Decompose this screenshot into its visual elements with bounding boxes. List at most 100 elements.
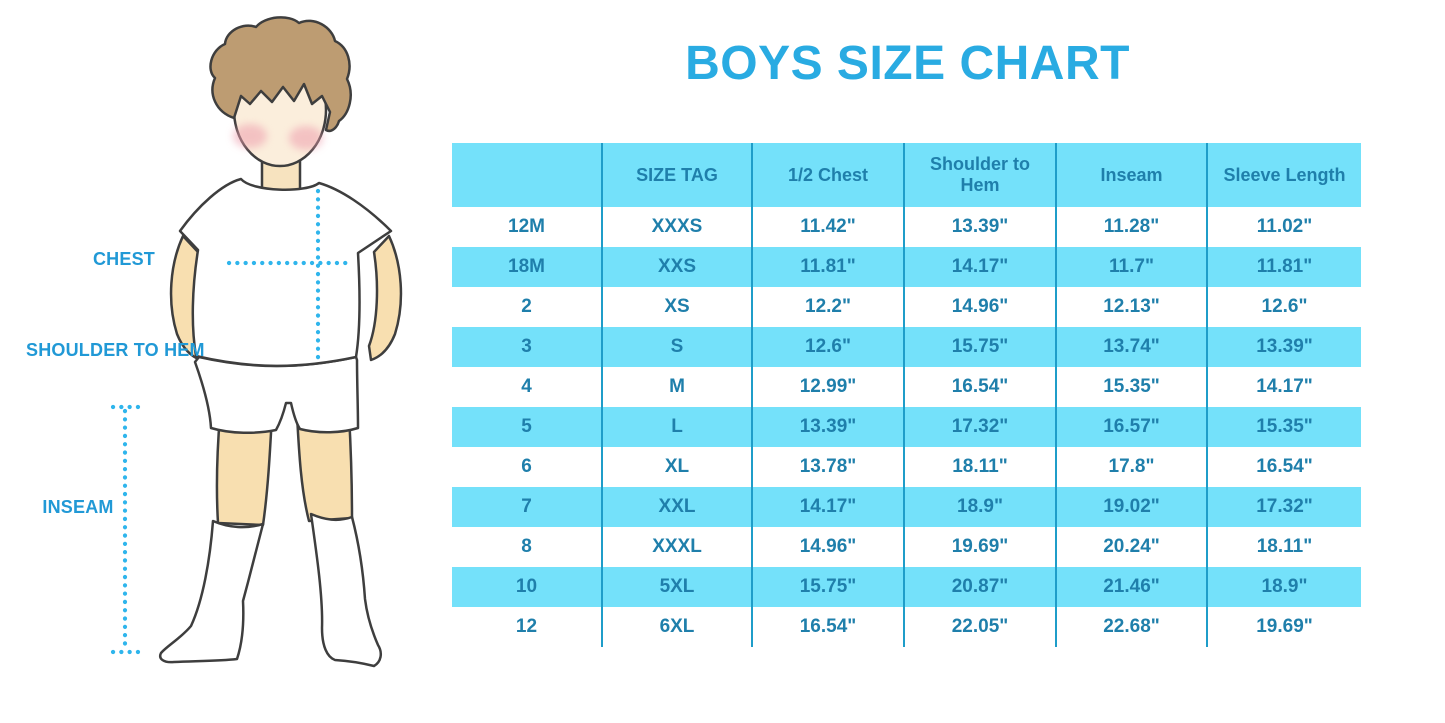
page-title: BOYS SIZE CHART	[685, 37, 1130, 90]
table-row: 7 XXL 14.17" 18.9" 19.02" 17.32"	[452, 487, 1361, 527]
header-cell-sleeve-length: Sleeve Length	[1208, 143, 1361, 207]
right-arm	[367, 234, 403, 362]
tag-cell: XXS	[603, 247, 753, 287]
table-row: 10 5XL 15.75" 20.87" 21.46" 18.9"	[452, 567, 1361, 607]
size-cell: 5	[452, 407, 603, 447]
hair	[209, 16, 352, 133]
table-header-row: SIZE TAG 1/2 Chest Shoulder to Hem Insea…	[452, 143, 1361, 207]
shoulder-to-hem-label: SHOULDER TO HEM	[26, 340, 205, 360]
size-cell: 4	[452, 367, 603, 407]
t-shirt	[178, 177, 393, 368]
size-cell: 12M	[452, 207, 603, 247]
sleeve-cell: 11.02"	[1208, 207, 1361, 247]
chest-cell: 14.17"	[753, 487, 905, 527]
inseam-cell: 11.7"	[1057, 247, 1208, 287]
sleeve-cell: 11.81"	[1208, 247, 1361, 287]
sleeve-cell: 12.6"	[1208, 287, 1361, 327]
tag-cell: XXXL	[603, 527, 753, 567]
size-cell: 3	[452, 327, 603, 367]
inseam-cell: 20.24"	[1057, 527, 1208, 567]
sleeve-cell: 18.9"	[1208, 567, 1361, 607]
sleeve-cell: 15.35"	[1208, 407, 1361, 447]
right-sock	[309, 512, 383, 668]
cheeks	[233, 124, 323, 150]
sleeve-cell: 14.17"	[1208, 367, 1361, 407]
sleeve-cell: 13.39"	[1208, 327, 1361, 367]
inseam-cell: 21.46"	[1057, 567, 1208, 607]
inseam-cell: 22.68"	[1057, 607, 1208, 647]
header-cell-half-chest: 1/2 Chest	[753, 143, 905, 207]
boy-figure-svg	[110, 16, 403, 668]
inseam-cell: 19.02"	[1057, 487, 1208, 527]
shoulder-hem-cell: 19.69"	[905, 527, 1057, 567]
header-cell-size-tag: SIZE TAG	[603, 143, 753, 207]
chest-cell: 14.96"	[753, 527, 905, 567]
table-row: 3 S 12.6" 15.75" 13.74" 13.39"	[452, 327, 1361, 367]
measurement-lines	[110, 188, 350, 655]
tag-cell: XL	[603, 447, 753, 487]
chest-cell: 13.78"	[753, 447, 905, 487]
sleeve-cell: 17.32"	[1208, 487, 1361, 527]
sleeve-cell: 18.11"	[1208, 527, 1361, 567]
size-cell: 18M	[452, 247, 603, 287]
table-row: 18M XXS 11.81" 14.17" 11.7" 11.81"	[452, 247, 1361, 287]
chest-cell: 11.81"	[753, 247, 905, 287]
sleeve-cell: 19.69"	[1208, 607, 1361, 647]
shoulder-hem-cell: 17.32"	[905, 407, 1057, 447]
left-sock	[159, 519, 265, 664]
header-cell-inseam: Inseam	[1057, 143, 1208, 207]
inseam-cell: 15.35"	[1057, 367, 1208, 407]
header-cell-shoulder-to-hem: Shoulder to Hem	[905, 143, 1057, 207]
tag-cell: M	[603, 367, 753, 407]
tag-cell: 6XL	[603, 607, 753, 647]
inseam-cell: 13.74"	[1057, 327, 1208, 367]
tag-cell: XXL	[603, 487, 753, 527]
size-chart-table: SIZE TAG 1/2 Chest Shoulder to Hem Insea…	[452, 143, 1361, 647]
table-row: 8 XXXL 14.96" 19.69" 20.24" 18.11"	[452, 527, 1361, 567]
size-cell: 7	[452, 487, 603, 527]
table-row: 12 6XL 16.54" 22.05" 22.68" 19.69"	[452, 607, 1361, 647]
shoulder-hem-cell: 14.96"	[905, 287, 1057, 327]
table-row: 12M XXXS 11.42" 13.39" 11.28" 11.02"	[452, 207, 1361, 247]
tag-cell: XXXS	[603, 207, 753, 247]
shoulder-hem-cell: 18.9"	[905, 487, 1057, 527]
size-cell: 8	[452, 527, 603, 567]
tag-cell: L	[603, 407, 753, 447]
shoulder-hem-cell: 18.11"	[905, 447, 1057, 487]
chest-cell: 16.54"	[753, 607, 905, 647]
table-row: 6 XL 13.78" 18.11" 17.8" 16.54"	[452, 447, 1361, 487]
boy-figure	[159, 16, 403, 668]
table-row: 5 L 13.39" 17.32" 16.57" 15.35"	[452, 407, 1361, 447]
sleeve-cell: 16.54"	[1208, 447, 1361, 487]
inseam-label: INSEAM	[42, 497, 114, 517]
tag-cell: XS	[603, 287, 753, 327]
chest-label: CHEST	[92, 249, 155, 269]
inseam-cell: 17.8"	[1057, 447, 1208, 487]
size-cell: 2	[452, 287, 603, 327]
chest-cell: 12.6"	[753, 327, 905, 367]
shoulder-hem-cell: 16.54"	[905, 367, 1057, 407]
inseam-cell: 16.57"	[1057, 407, 1208, 447]
size-cell: 10	[452, 567, 603, 607]
shoulder-hem-cell: 15.75"	[905, 327, 1057, 367]
inseam-cell: 12.13"	[1057, 287, 1208, 327]
shorts	[193, 355, 360, 435]
chest-cell: 12.2"	[753, 287, 905, 327]
shoulder-hem-cell: 20.87"	[905, 567, 1057, 607]
chest-cell: 13.39"	[753, 407, 905, 447]
size-cell: 6	[452, 447, 603, 487]
chest-cell: 11.42"	[753, 207, 905, 247]
header-cell-blank	[452, 143, 603, 207]
size-cell: 12	[452, 607, 603, 647]
chest-cell: 12.99"	[753, 367, 905, 407]
table-row: 2 XS 12.2" 14.96" 12.13" 12.6"	[452, 287, 1361, 327]
tag-cell: S	[603, 327, 753, 367]
chest-cell: 15.75"	[753, 567, 905, 607]
inseam-cell: 11.28"	[1057, 207, 1208, 247]
shoulder-hem-cell: 13.39"	[905, 207, 1057, 247]
table-row: 4 M 12.99" 16.54" 15.35" 14.17"	[452, 367, 1361, 407]
tag-cell: 5XL	[603, 567, 753, 607]
shoulder-hem-cell: 22.05"	[905, 607, 1057, 647]
shoulder-hem-cell: 14.17"	[905, 247, 1057, 287]
